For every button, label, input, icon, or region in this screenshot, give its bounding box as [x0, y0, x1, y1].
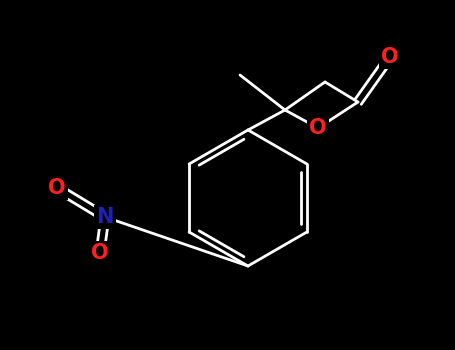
Text: N: N — [96, 207, 114, 227]
Text: O: O — [309, 118, 327, 138]
Text: O: O — [91, 243, 109, 263]
Text: O: O — [381, 47, 399, 67]
Text: O: O — [48, 178, 66, 198]
